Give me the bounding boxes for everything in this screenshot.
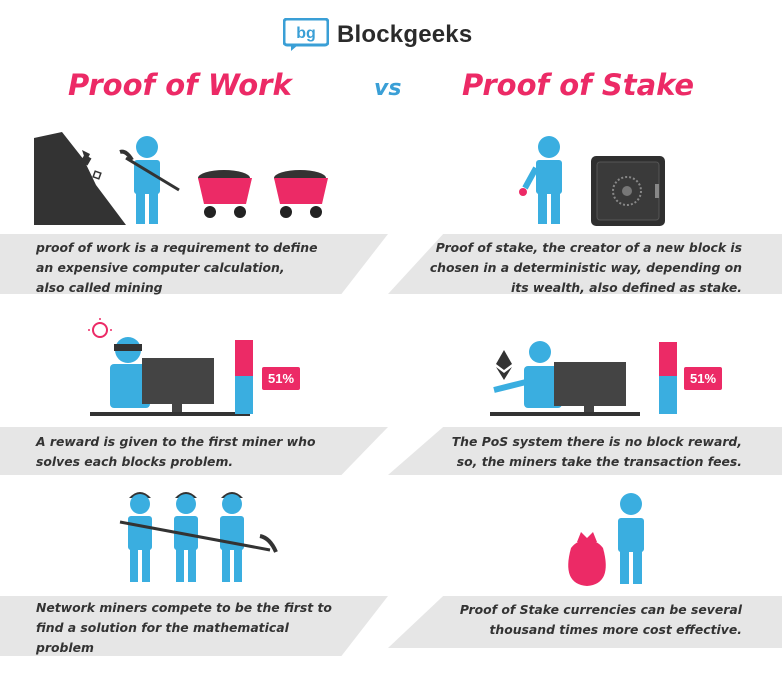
pos-caption-2: The PoS system there is no block reward,… [451, 434, 742, 469]
person-icon [493, 341, 562, 408]
pos-caption-3: Proof of Stake currencies can be several… [459, 602, 742, 637]
vs-label: vs [374, 76, 402, 101]
ethereum-icon [496, 350, 512, 380]
pow-caption-band-3 [0, 596, 388, 656]
cart-icon [198, 170, 252, 218]
monitor-icon [554, 362, 626, 412]
title-proof-of-work: Proof of Work [68, 68, 292, 102]
person-icon [519, 136, 562, 224]
brand-logo: bg Blockgeeks [283, 18, 472, 52]
pos-caption-band-2 [388, 427, 782, 475]
money-bag-icon [568, 532, 606, 586]
pos-caption-band-3 [388, 596, 782, 648]
pickaxe-icon [119, 520, 271, 552]
safe-icon [591, 156, 665, 226]
brand-name: Blockgeeks [337, 21, 473, 48]
pow-caption-band-1 [0, 234, 388, 294]
pow-caption-2: A reward is given to the first miner who… [36, 434, 316, 469]
person-icon [618, 493, 644, 584]
pow-percent-badge: 51% [262, 367, 301, 390]
lightbulb-icon [88, 318, 112, 338]
pow-hacker-illustration [88, 318, 250, 416]
svg-text:bg: bg [296, 25, 316, 42]
monitor-icon [142, 358, 214, 412]
pos-51-bar [659, 342, 677, 414]
pow-caption-band-2 [0, 427, 388, 475]
pos-validator-illustration [490, 341, 640, 416]
miner-icon [220, 492, 244, 582]
pos-vault-illustration [519, 136, 665, 226]
title-proof-of-stake: Proof of Stake [462, 68, 695, 102]
pow-caption-1: proof of work is a requirement to define… [36, 240, 318, 295]
pow-51-bar [235, 340, 253, 414]
pos-caption-band-1 [388, 234, 782, 294]
pos-caption-1: Proof of stake, the creator of a new blo… [429, 240, 742, 295]
cart-icon [274, 170, 328, 218]
miner-icon [119, 136, 180, 224]
rock-icon [34, 132, 126, 225]
pow-caption-3: Network miners compete to be the first t… [36, 600, 332, 655]
miner-icon [128, 492, 152, 582]
pow-miners-group-illustration [119, 492, 278, 582]
pos-money-illustration [568, 493, 644, 586]
pow-mining-illustration [34, 132, 328, 225]
bg-logo-icon: bg [283, 18, 329, 51]
pos-percent-badge: 51% [684, 367, 723, 390]
masked-miner-icon [110, 337, 150, 408]
